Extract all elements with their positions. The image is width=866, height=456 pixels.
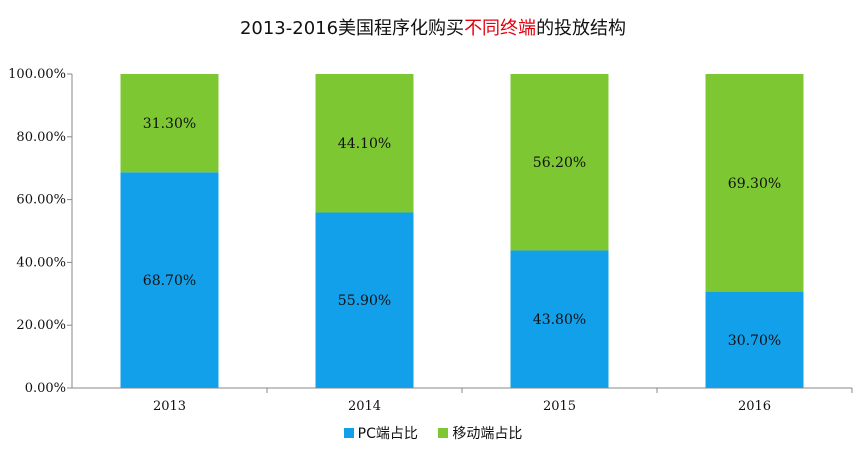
x-tick-label: 2016 [738, 399, 771, 414]
data-label: 68.70% [143, 273, 196, 289]
bar-segment [315, 74, 414, 213]
bar-segment [315, 212, 414, 388]
y-tick-label: 40.00% [16, 255, 66, 270]
y-tick-label: 80.00% [16, 130, 66, 145]
y-tick-label: 100.00% [8, 67, 66, 82]
legend-item-pc: PC端占比 [343, 423, 418, 443]
legend-swatch-pc [343, 428, 354, 438]
bar-segment [705, 291, 804, 388]
data-label: 43.80% [533, 312, 586, 328]
legend: PC端占比 移动端占比 [0, 423, 866, 443]
chart-title: 2013-2016美国程序化购买不同终端的投放结构 [0, 14, 866, 40]
data-label: 56.20% [533, 155, 586, 171]
chart-title-suffix: 的投放结构 [536, 18, 627, 39]
data-label: 30.70% [728, 333, 781, 349]
x-tick-label: 2013 [153, 399, 186, 414]
x-tick-label: 2015 [543, 399, 576, 414]
y-tick-label: 0.00% [25, 381, 66, 396]
stacked-bar-chart: 0.00% 20.00% 40.00% 60.00% 80.00% 100.00% 68.7… [8, 67, 853, 414]
data-label: 55.90% [338, 293, 391, 309]
chart-title-prefix: 2013-2016美国程序化购买 [239, 18, 465, 39]
legend-label-pc: PC端占比 [357, 426, 418, 442]
data-label: 31.30% [143, 116, 196, 132]
legend-label-mobile: 移动端占比 [452, 426, 523, 442]
legend-item-mobile: 移动端占比 [438, 423, 522, 443]
data-label: 69.30% [728, 176, 781, 192]
y-tick-label: 20.00% [16, 318, 66, 333]
bar-segment [705, 74, 804, 292]
y-tick-label: 60.00% [16, 193, 66, 208]
chart-title-highlight: 不同终端 [464, 18, 537, 39]
x-tick-label: 2014 [348, 399, 381, 414]
bar-segment [120, 172, 219, 388]
data-label: 44.10% [338, 136, 391, 152]
bar-segment [120, 74, 219, 173]
legend-swatch-mobile [438, 428, 449, 438]
bar-segment [510, 74, 609, 251]
bar-segment [510, 250, 609, 388]
